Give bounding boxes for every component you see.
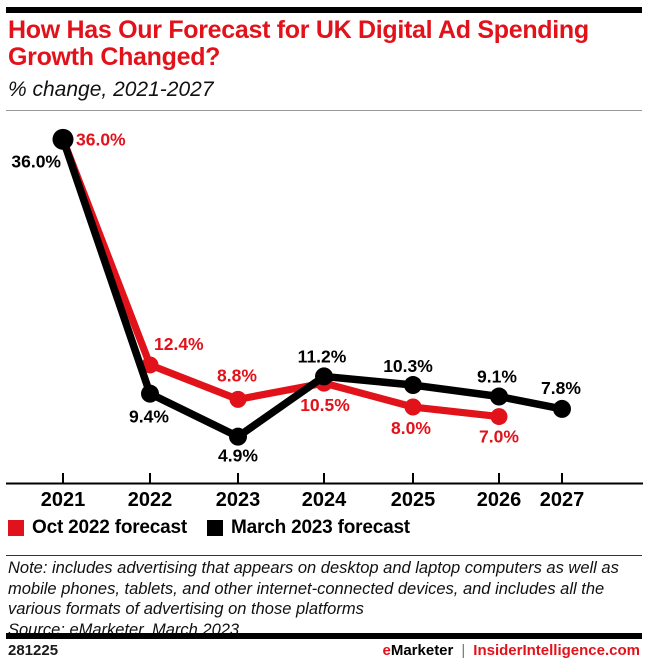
chart-legend: Oct 2022 forecast March 2023 forecast — [8, 517, 410, 539]
chart-title: How Has Our Forecast for UK Digital Ad S… — [8, 16, 589, 71]
note-block: Note: includes advertising that appears … — [8, 558, 642, 640]
legend-label-oct-2022: Oct 2022 forecast — [32, 517, 188, 538]
data-label: 7.8% — [541, 378, 581, 398]
data-point — [315, 367, 333, 386]
x-axis-label: 2024 — [302, 489, 347, 511]
data-label: 8.8% — [217, 365, 257, 385]
top-divider-bar — [6, 7, 642, 13]
data-label: 12.4% — [154, 334, 204, 354]
data-label: 8.0% — [391, 418, 431, 438]
data-label: 9.4% — [129, 407, 169, 427]
header-divider — [6, 110, 642, 111]
series-line-1 — [59, 135, 566, 441]
data-point — [229, 390, 247, 408]
brand-lockup: e Marketer | InsiderIntelligence.com — [382, 642, 640, 659]
chart-id: 281225 — [8, 642, 59, 659]
data-point — [490, 387, 508, 406]
data-point — [141, 356, 159, 374]
data-point — [490, 408, 508, 426]
legend-item-oct-2022-forecast: Oct 2022 forecast — [8, 517, 187, 539]
data-label: 9.1% — [477, 367, 517, 387]
x-axis-label: 2023 — [216, 489, 261, 511]
data-label: 36.0% — [76, 129, 126, 149]
data-point — [404, 376, 422, 395]
data-label: 10.3% — [383, 356, 433, 376]
brand-emarketer-e: e — [382, 642, 391, 659]
data-label: 10.5% — [300, 395, 350, 415]
brand-emarketer-rest: Marketer — [390, 642, 454, 659]
note-text: Note: includes advertising that appears … — [8, 559, 619, 618]
legend-swatch-red — [8, 520, 24, 536]
x-axis-label: 2026 — [477, 489, 522, 511]
series-line-0 — [59, 135, 503, 421]
x-axis-label: 2021 — [41, 489, 86, 511]
data-point — [141, 384, 159, 403]
x-axis-label: 2027 — [540, 489, 585, 511]
brand-separator: | — [461, 642, 466, 659]
data-point — [229, 427, 247, 446]
footer: 281225 e Marketer | InsiderIntelligence.com — [8, 642, 640, 659]
note-divider — [6, 555, 642, 556]
data-label: 11.2% — [298, 346, 347, 366]
data-label: 7.0% — [479, 427, 519, 447]
data-label: 36.0% — [11, 151, 61, 171]
brand-site-link: InsiderIntelligence.com — [473, 642, 640, 659]
legend-label-march-2023: March 2023 forecast — [231, 517, 410, 538]
legend-swatch-black — [207, 520, 224, 536]
data-point — [553, 399, 571, 418]
data-label: 4.9% — [218, 446, 258, 466]
legend-item-march-2023-forecast: March 2023 forecast — [207, 517, 410, 539]
chart-subtitle: % change, 2021-2027 — [8, 78, 214, 101]
bottom-divider-bar — [6, 633, 642, 639]
data-point — [52, 128, 74, 150]
x-axis-label: 2025 — [391, 489, 436, 511]
data-point — [404, 398, 422, 416]
x-axis-label: 2022 — [128, 489, 173, 511]
